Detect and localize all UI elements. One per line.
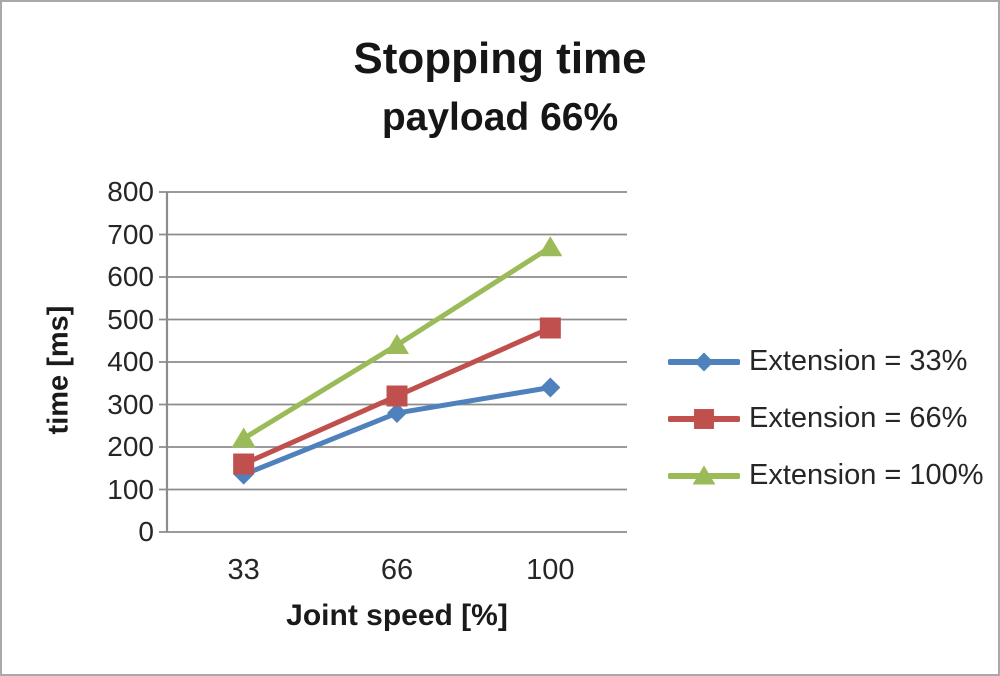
y-axis-tick-label: 400 bbox=[107, 346, 154, 377]
diamond-marker bbox=[540, 377, 561, 398]
triangle-marker bbox=[538, 236, 563, 257]
x-axis-tick-label: 33 bbox=[227, 554, 260, 586]
legend-entry: Extension = 100% bbox=[668, 459, 984, 492]
y-axis-tick-label: 300 bbox=[107, 388, 154, 420]
triangle-marker bbox=[385, 334, 409, 354]
legend-triangle-marker-icon bbox=[668, 465, 740, 485]
legend-entry: Extension = 33% bbox=[668, 345, 984, 378]
legend-entry: Extension = 66% bbox=[668, 402, 984, 435]
y-axis-tick-label: 800 bbox=[107, 176, 154, 207]
diamond-marker bbox=[387, 403, 407, 423]
chart-subtitle: payload 66% bbox=[381, 96, 619, 139]
square-marker bbox=[233, 453, 255, 475]
diamond-marker bbox=[694, 352, 714, 371]
square-marker bbox=[386, 385, 408, 407]
square-marker bbox=[539, 317, 561, 339]
x-axis-tick-label: 66 bbox=[380, 554, 414, 586]
y-axis-tick-label: 0 bbox=[138, 516, 154, 547]
triangle-marker bbox=[692, 465, 716, 485]
chart-title: Stopping time bbox=[353, 34, 647, 83]
y-axis-tick-label: 700 bbox=[107, 218, 154, 250]
y-axis-tick-label: 200 bbox=[107, 431, 154, 462]
x-axis-tick-label: 100 bbox=[526, 554, 575, 586]
legend-diamond-marker-icon bbox=[668, 352, 740, 371]
legend-label: Extension = 66% bbox=[749, 402, 968, 434]
legend: Extension = 33% Extension = 66% Extension … bbox=[668, 345, 984, 492]
legend-label: Extension = 100% bbox=[749, 459, 984, 491]
y-axis-tick-label: 100 bbox=[107, 473, 154, 505]
triangle-marker bbox=[231, 427, 256, 448]
y-axis-tick-label: 600 bbox=[107, 261, 154, 292]
x-axis-title: Joint speed [%] bbox=[286, 599, 508, 632]
y-axis-tick-label: 500 bbox=[107, 303, 154, 335]
legend-label: Extension = 33% bbox=[749, 345, 968, 377]
legend-square-marker-icon bbox=[668, 408, 740, 429]
square-marker bbox=[694, 408, 714, 429]
